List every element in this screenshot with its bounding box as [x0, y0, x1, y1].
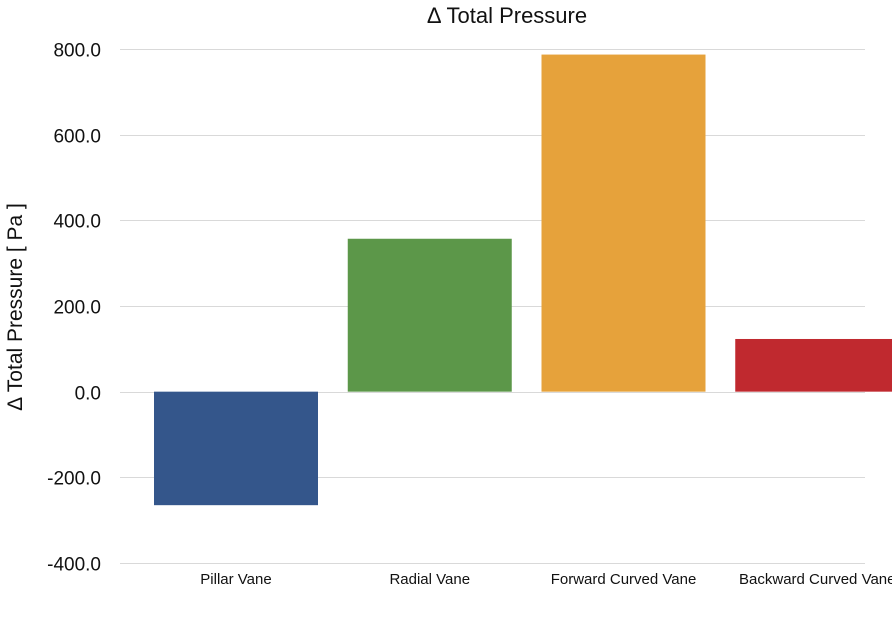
y-tick-label: 800.0 — [53, 41, 101, 62]
bar-pillar-vane — [154, 391, 318, 506]
x-axis-categories: Pillar Vane Radial Vane Forward Curved Van… — [200, 571, 892, 588]
y-tick-label: 400.0 — [53, 212, 101, 233]
x-category-label: Backward Curved Vane — [739, 571, 892, 588]
y-tick-label: 200.0 — [53, 298, 101, 319]
y-tick-label: -200.0 — [47, 469, 101, 490]
x-category-label: Forward Curved Vane — [551, 571, 697, 588]
y-axis-label: Δ Total Pressure [ Pa ] — [4, 203, 27, 411]
bar-forward-curved-vane — [541, 54, 706, 392]
x-category-label: Radial Vane — [389, 571, 470, 588]
bar-radial-vane — [347, 238, 512, 392]
bars — [154, 54, 892, 506]
y-tick-label: 0.0 — [75, 384, 101, 405]
x-category-label: Pillar Vane — [200, 571, 271, 588]
chart-title: Δ Total Pressure — [427, 3, 587, 28]
y-axis-ticks: 800.0 600.0 400.0 200.0 0.0 -200.0 -400.0 — [47, 41, 101, 576]
y-tick-label: 600.0 — [53, 127, 101, 148]
bar-backward-curved-vane — [735, 338, 892, 392]
y-tick-label: -400.0 — [47, 555, 101, 576]
